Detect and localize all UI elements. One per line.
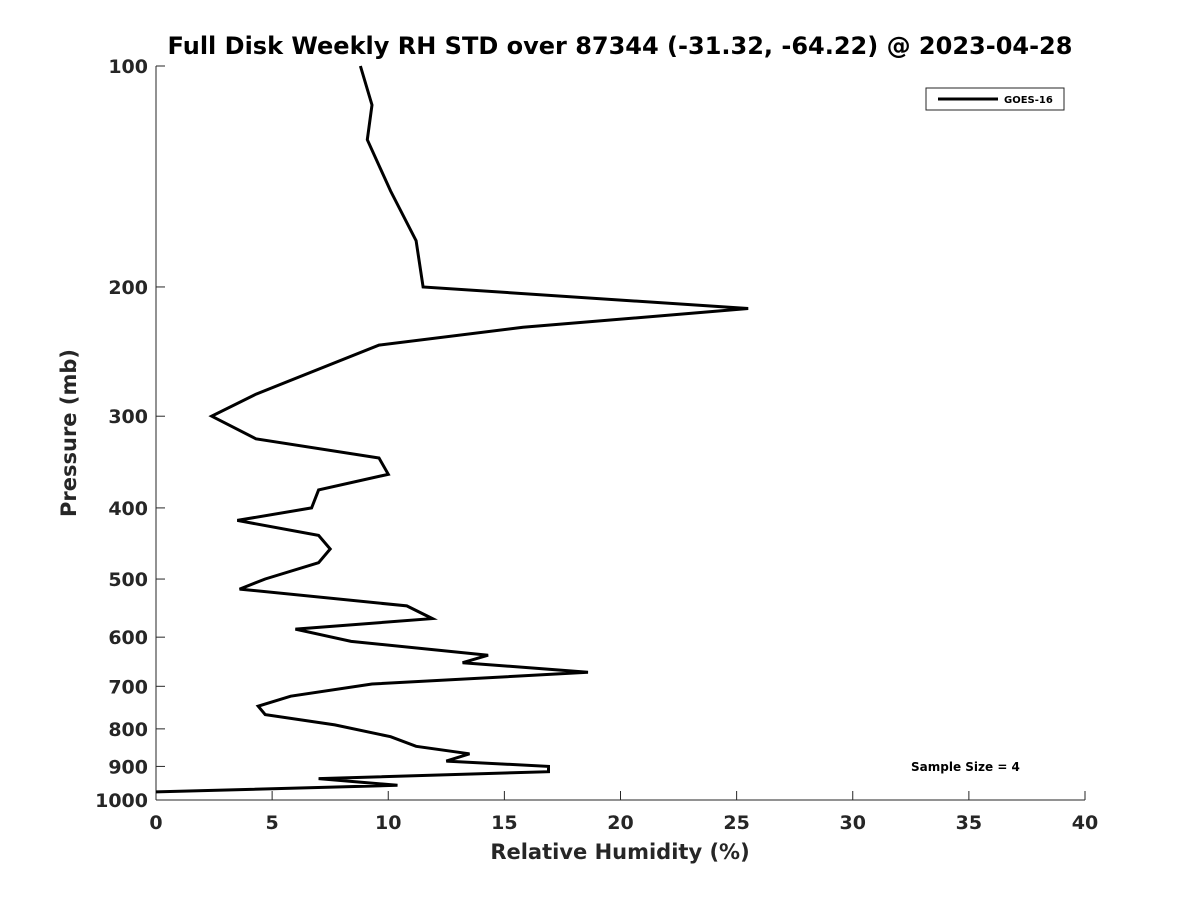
x-tick-label: 40 (1072, 812, 1098, 834)
x-ticks: 0 5 10 15 20 25 30 35 40 (149, 791, 1098, 834)
y-tick-label: 400 (108, 498, 148, 520)
legend-label-goes-16: GOES-16 (1004, 95, 1053, 106)
series-group (155, 65, 749, 794)
x-tick-label: 35 (956, 812, 982, 834)
y-tick-label: 300 (108, 406, 148, 428)
x-tick-label: 30 (840, 812, 866, 834)
x-tick-label: 20 (607, 812, 633, 834)
axes (155, 66, 1085, 801)
y-tick-label: 600 (108, 627, 148, 649)
sample-size-annotation: Sample Size = 4 (911, 760, 1020, 774)
x-tick-label: 10 (375, 812, 401, 834)
y-ticks: 100 200 300 400 500 600 700 800 900 1000 (95, 56, 165, 812)
y-tick-label: 200 (108, 277, 148, 299)
y-tick-label: 1000 (95, 790, 148, 812)
y-tick-label: 900 (108, 756, 148, 778)
y-tick-label: 700 (108, 676, 148, 698)
x-tick-label: 5 (266, 812, 279, 834)
y-tick-label: 800 (108, 719, 148, 741)
legend: GOES-16 (925, 87, 1065, 111)
x-axis-label: Relative Humidity (%) (490, 840, 749, 864)
series-line-goes-16 (155, 65, 749, 794)
x-tick-label: 25 (723, 812, 749, 834)
x-tick-label: 15 (491, 812, 517, 834)
y-tick-label: 500 (108, 569, 148, 591)
chart-title: Full Disk Weekly RH STD over 87344 (-31.… (168, 32, 1073, 60)
y-axis-label: Pressure (mb) (57, 349, 81, 517)
y-tick-label: 100 (108, 56, 148, 78)
x-tick-label: 0 (149, 812, 162, 834)
